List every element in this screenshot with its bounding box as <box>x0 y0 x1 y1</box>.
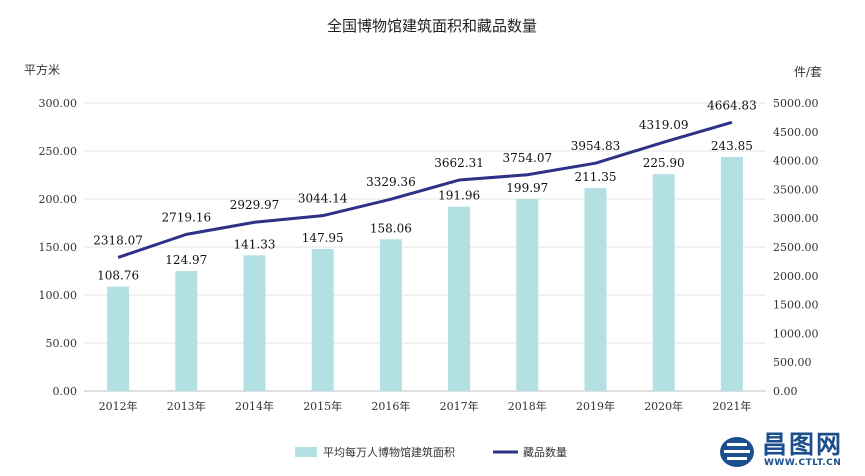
line-data-labels: 2318.07 2719.16 2929.97 3044.14 3329.36 3662.… <box>93 98 756 247</box>
logo-emblem-icon <box>720 437 754 467</box>
left-tick-label: 150.00 <box>39 241 78 254</box>
line-value-label: 3754.07 <box>502 151 552 165</box>
right-tick-label: 1500.00 <box>773 299 819 312</box>
right-tick-label: 3000.00 <box>773 212 819 225</box>
legend-line-label: 藏品数量 <box>523 446 567 459</box>
right-tick-label: 0.00 <box>773 385 798 398</box>
bar <box>311 248 334 391</box>
bar-value-label: 108.76 <box>97 269 139 283</box>
x-tick-label: 2015年 <box>303 399 342 413</box>
line-path <box>117 120 733 259</box>
gridlines <box>84 102 766 392</box>
bar <box>516 199 539 391</box>
left-axis-ticks: 0.00 50.00 100.00 150.00 200.00 250.00 300.00 <box>39 97 78 398</box>
bar-value-label: 211.35 <box>575 170 617 184</box>
x-tick-label: 2012年 <box>99 399 138 413</box>
right-tick-label: 4500.00 <box>773 126 819 139</box>
left-axis-unit: 平方米 <box>24 62 60 77</box>
legend-bar-label: 平均每万人博物馆建筑面积 <box>323 445 455 459</box>
right-tick-label: 1000.00 <box>773 327 819 340</box>
bar-value-label: 225.90 <box>643 156 685 170</box>
legend-bar-swatch <box>295 447 317 457</box>
line-series <box>117 120 733 259</box>
right-tick-label: 3500.00 <box>773 183 819 196</box>
x-tick-label: 2014年 <box>235 399 274 413</box>
line-value-label: 2929.97 <box>230 198 280 212</box>
x-axis-ticks: 2012年 2013年 2014年 2015年 2016年 2017年 2018年 2019年… <box>99 399 752 413</box>
line-value-label: 3954.83 <box>571 139 621 153</box>
logo-name: 昌图网 <box>762 430 844 459</box>
legend: 平均每万人博物馆建筑面积 藏品数量 <box>295 445 567 459</box>
line-value-label: 3044.14 <box>298 192 348 206</box>
bar <box>107 286 130 391</box>
x-tick-label: 2021年 <box>712 399 751 413</box>
bar-value-label: 191.96 <box>438 189 480 203</box>
x-tick-label: 2020年 <box>644 399 683 413</box>
logo-url: WWW.CTLT.CN <box>764 458 842 468</box>
right-axis-ticks: 0.00 500.00 1000.00 1500.00 2000.00 2500.00 30… <box>773 97 819 398</box>
bar <box>243 255 266 391</box>
bar <box>720 156 743 391</box>
x-tick-label: 2019年 <box>576 399 615 413</box>
bar-value-label: 141.33 <box>234 237 276 251</box>
bar-value-label: 158.06 <box>370 221 412 235</box>
bar-value-label: 243.85 <box>711 139 753 153</box>
left-tick-label: 0.00 <box>53 385 78 398</box>
bar-data-labels: 108.76 124.97 141.33 147.95 158.06 191.96 199.… <box>97 139 753 283</box>
bar <box>379 239 402 391</box>
chart-title: 全国博物馆建筑面积和藏品数量 <box>327 17 537 35</box>
bar <box>175 271 198 391</box>
left-tick-label: 250.00 <box>39 145 78 158</box>
right-tick-label: 4000.00 <box>773 155 819 168</box>
x-tick-label: 2017年 <box>440 399 479 413</box>
bar-value-label: 147.95 <box>302 231 344 245</box>
x-tick-label: 2013年 <box>167 399 206 413</box>
left-tick-label: 200.00 <box>39 193 78 206</box>
bar <box>584 188 607 391</box>
bar-value-label: 124.97 <box>165 253 207 267</box>
line-value-label: 3329.36 <box>366 175 416 189</box>
watermark-logo: 昌图网 WWW.CTLT.CN <box>718 432 860 472</box>
right-axis-unit: 件/套 <box>794 65 822 79</box>
right-tick-label: 2000.00 <box>773 270 819 283</box>
line-value-label: 3662.31 <box>434 156 484 170</box>
x-tick-label: 2016年 <box>371 399 410 413</box>
right-tick-label: 500.00 <box>773 356 812 369</box>
right-tick-label: 5000.00 <box>773 97 819 110</box>
x-tick-label: 2018年 <box>508 399 547 413</box>
line-value-label: 2719.16 <box>161 210 211 224</box>
line-value-label: 2318.07 <box>93 233 143 247</box>
left-tick-label: 300.00 <box>39 97 78 110</box>
line-value-label: 4664.83 <box>707 98 757 112</box>
left-tick-label: 100.00 <box>39 289 78 302</box>
bar <box>448 206 471 391</box>
bar-value-label: 199.97 <box>506 181 548 195</box>
line-value-label: 4319.09 <box>639 118 689 132</box>
left-tick-label: 50.00 <box>46 337 78 350</box>
right-tick-label: 2500.00 <box>773 241 819 254</box>
bar <box>652 174 675 391</box>
bar-series <box>107 156 743 391</box>
